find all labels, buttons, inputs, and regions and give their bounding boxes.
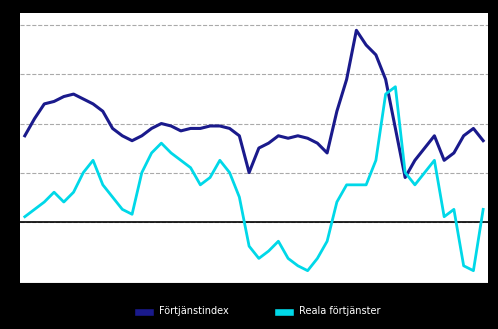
Text: Reala förtjänster: Reala förtjänster (299, 306, 380, 316)
Text: Förtjänstindex: Förtjänstindex (159, 306, 229, 316)
